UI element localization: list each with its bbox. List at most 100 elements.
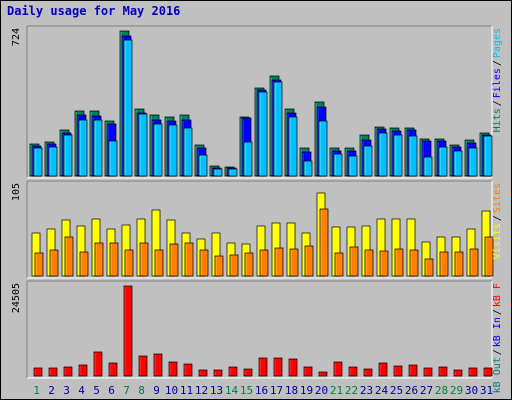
bar-kb-f-21 [333,361,343,377]
bar-sites-2 [49,249,59,277]
x-tick-label: 1 [33,384,40,397]
bar-pages-9 [153,123,163,177]
bar-sites-26 [409,249,419,277]
bar-kb-f-29 [453,369,463,377]
x-tick-label: 30 [465,384,478,397]
x-tick-label: 16 [255,384,268,397]
bar-pages-4 [78,119,88,177]
bar-sites-25 [394,248,404,277]
x-tick-label: 22 [345,384,358,397]
bar-pages-1 [33,147,43,177]
legend-separator: / [492,60,503,66]
bar-pages-26 [408,135,418,177]
bar-sites-27 [424,258,434,277]
bar-kb-f-30 [468,367,478,377]
bar-pages-10 [168,124,178,177]
bar-pages-20 [318,120,328,177]
legend-separator: / [492,215,503,221]
bar-kb-f-14 [228,366,238,377]
bar-sites-21 [334,252,344,277]
bar-sites-24 [379,250,389,277]
bar-sites-9 [154,249,164,277]
bar-kb-f-13 [213,369,223,377]
y-max-label: 724 [11,28,22,46]
bar-pages-19 [303,160,313,177]
bar-sites-5 [94,242,104,277]
bar-pages-16 [258,91,268,177]
x-tick-label: 10 [165,384,178,397]
bar-kb-f-7 [123,285,133,377]
bar-sites-16 [259,249,269,277]
bar-pages-13 [213,168,223,177]
legend-hits: Hits [492,108,503,132]
bar-pages-24 [378,132,388,177]
x-tick-label: 15 [240,384,253,397]
bar-pages-7 [123,39,133,177]
chart-title: Daily usage for May 2016 [7,4,181,18]
x-tick-label: 25 [390,384,403,397]
bar-kb-f-2 [48,367,58,377]
y-max-label: 105 [11,183,22,201]
y-max-label: 24505 [11,283,22,313]
bar-sites-10 [169,243,179,277]
bar-kb-f-12 [198,369,208,377]
x-tick-label: 5 [93,384,100,397]
bar-sites-7 [124,249,134,277]
x-tick-label: 17 [270,384,283,397]
x-tick-label: 8 [138,384,145,397]
bar-sites-28 [439,251,449,277]
bar-kb-f-22 [348,366,358,377]
bar-pages-3 [63,134,73,177]
bar-pages-5 [93,119,103,177]
bar-kb-f-17 [273,357,283,377]
bar-kb-f-28 [438,366,448,377]
bar-sites-1 [34,252,44,277]
bar-pages-8 [138,113,148,177]
legend-kb-in: kB In [492,317,503,347]
bar-kb-f-18 [288,358,298,377]
bar-kb-f-27 [423,367,433,377]
x-tick-label: 11 [180,384,193,397]
bar-pages-11 [183,127,193,177]
bar-kb-f-25 [393,365,403,377]
bar-kb-f-9 [153,353,163,377]
bar-sites-12 [199,249,209,277]
bar-kb-f-11 [183,363,193,377]
bar-kb-f-3 [63,366,73,377]
bar-pages-15 [243,141,253,177]
legend-sites: Sites [492,183,503,213]
bar-pages-12 [198,154,208,177]
bar-pages-31 [483,135,493,177]
bar-sites-17 [274,247,284,277]
bar-kb-f-10 [168,361,178,377]
bar-kb-f-6 [108,362,118,377]
bar-sites-18 [289,248,299,277]
legend-separator: / [492,100,503,106]
x-tick-label: 28 [435,384,448,397]
bar-pages-30 [468,147,478,177]
bar-kb-f-16 [258,357,268,377]
bar-sites-8 [139,242,149,277]
bar-kb-f-8 [138,355,148,377]
bar-sites-11 [184,242,194,277]
bar-kb-f-23 [363,368,373,377]
bar-kb-f-20 [318,371,328,377]
bar-sites-22 [349,246,359,277]
bar-sites-15 [244,252,254,277]
legend-separator: / [492,349,503,355]
x-tick-label: 20 [315,384,328,397]
x-tick-label: 24 [375,384,389,397]
x-tick-label: 7 [123,384,130,397]
x-tick-label: 27 [420,384,433,397]
bar-kb-f-26 [408,364,418,377]
legend-visits: Visits [492,223,503,259]
bar-sites-6 [109,242,119,277]
bar-pages-29 [453,150,463,177]
bar-pages-17 [273,81,283,177]
bar-pages-27 [423,156,433,177]
bar-sites-20 [319,208,329,277]
bar-pages-18 [288,116,298,177]
legend-kb-out: kB Out [492,357,503,393]
x-tick-label: 29 [450,384,463,397]
